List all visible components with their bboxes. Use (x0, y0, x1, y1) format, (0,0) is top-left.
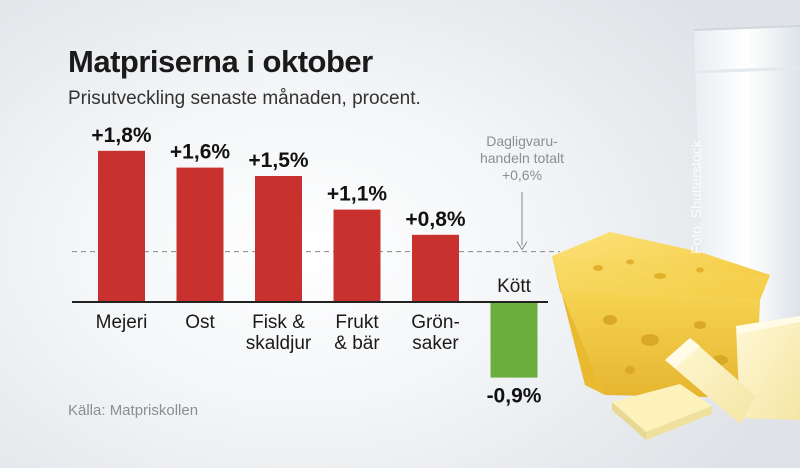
category-label-line: Fisk & (252, 312, 305, 333)
bar (255, 176, 302, 302)
chart-subtitle: Prisutveckling senaste månaden, procent. (68, 88, 421, 109)
source-note: Källa: Matpriskollen (68, 402, 199, 419)
data-label: +1,6% (170, 141, 230, 164)
bar (98, 150, 145, 302)
category-label: Kött (497, 276, 532, 297)
butter-slices-image (612, 316, 800, 440)
category-label: Mejeri (96, 312, 148, 333)
category-label: Fisk & skaldjur (246, 312, 312, 354)
data-label: +1,5% (248, 149, 308, 172)
reference-label-line: Dagligvaru- (486, 133, 558, 149)
reference-label: Dagligvaru-handeln totalt +0,6% (480, 133, 564, 183)
reference-label-line: +0,6% (502, 167, 542, 183)
category-label-line: skaldjur (246, 333, 312, 354)
reference-label-line: handeln totalt (480, 150, 564, 166)
data-label: +1,8% (91, 124, 151, 147)
bar (490, 302, 538, 378)
bar (176, 167, 224, 302)
reference-arrowhead (516, 241, 528, 251)
category-label-line: & bär (334, 333, 380, 354)
category-label-line: Grön- (411, 312, 460, 333)
data-label: -0,9% (487, 385, 542, 408)
category-label: Frukt & bär (334, 312, 380, 354)
category-label-line: Ost (185, 312, 215, 333)
bar (412, 234, 459, 302)
milk-glass-image (693, 25, 800, 334)
category-label: Ost (185, 312, 215, 333)
data-label: +0,8% (405, 208, 465, 231)
chart-title: Matpriserna i oktober (68, 44, 373, 79)
category-label-line: Kött (497, 276, 532, 297)
category-label-line: saker (412, 333, 459, 354)
data-label: +1,1% (327, 183, 387, 206)
category-label-line: Frukt (335, 312, 379, 333)
category-label: Grön-saker (411, 312, 460, 354)
bar (333, 209, 381, 302)
category-label-line: Mejeri (96, 312, 148, 333)
